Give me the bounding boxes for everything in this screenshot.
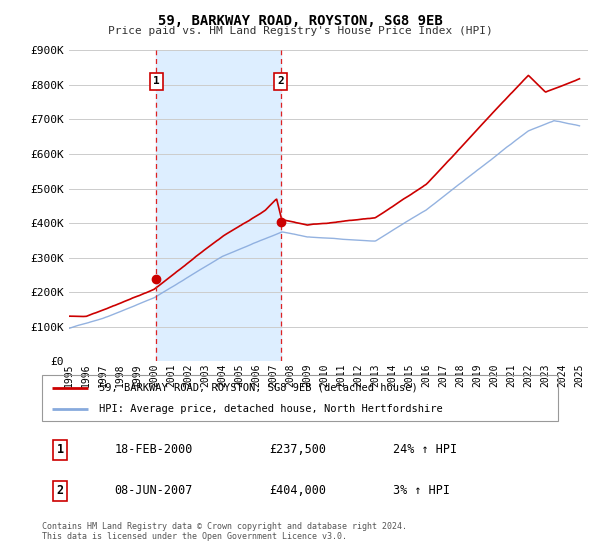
Text: £237,500: £237,500	[269, 444, 326, 456]
Text: 24% ↑ HPI: 24% ↑ HPI	[393, 444, 457, 456]
Text: 1: 1	[56, 444, 64, 456]
Text: 2: 2	[56, 484, 64, 497]
Text: £404,000: £404,000	[269, 484, 326, 497]
Bar	[156, 50, 281, 361]
Text: 18-FEB-2000: 18-FEB-2000	[114, 444, 193, 456]
Text: 59, BARKWAY ROAD, ROYSTON, SG8 9EB: 59, BARKWAY ROAD, ROYSTON, SG8 9EB	[158, 14, 442, 28]
Text: 59, BARKWAY ROAD, ROYSTON, SG8 9EB (detached house): 59, BARKWAY ROAD, ROYSTON, SG8 9EB (deta…	[99, 382, 418, 393]
Text: 1: 1	[153, 77, 160, 86]
Text: HPI: Average price, detached house, North Hertfordshire: HPI: Average price, detached house, Nort…	[99, 404, 443, 414]
Text: Contains HM Land Registry data © Crown copyright and database right 2024.
This d: Contains HM Land Registry data © Crown c…	[42, 522, 407, 542]
Text: 08-JUN-2007: 08-JUN-2007	[114, 484, 193, 497]
Text: 3% ↑ HPI: 3% ↑ HPI	[393, 484, 450, 497]
Text: 2: 2	[277, 77, 284, 86]
Text: Price paid vs. HM Land Registry's House Price Index (HPI): Price paid vs. HM Land Registry's House …	[107, 26, 493, 36]
